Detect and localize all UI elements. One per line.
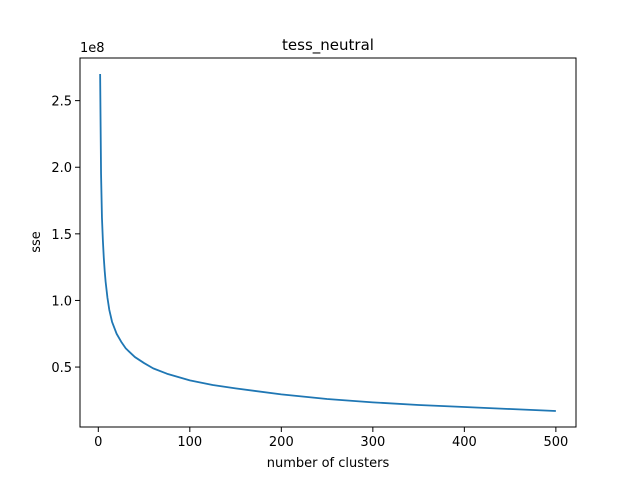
plot-frame xyxy=(79,57,577,428)
y-tick-label: 2.5 xyxy=(51,95,72,110)
y-tick-label: 1.5 xyxy=(51,228,72,243)
y-axis-label: sse xyxy=(29,231,44,253)
plot-area xyxy=(79,57,577,428)
x-axis-label: number of clusters xyxy=(267,456,390,471)
x-tick-label: 200 xyxy=(269,435,294,450)
y-axis: 0.5 1.0 1.5 2.0 2.5 xyxy=(51,95,80,376)
y-tick-label: 1.0 xyxy=(51,294,72,309)
series-line xyxy=(99,73,556,412)
x-tick-label: 300 xyxy=(360,435,385,450)
y-tick-label: 0.5 xyxy=(51,361,72,376)
series-layer xyxy=(99,73,556,412)
x-tick-label: 100 xyxy=(177,435,202,450)
x-tick-label: 400 xyxy=(452,435,477,450)
x-tick-label: 0 xyxy=(94,435,102,450)
y-offset-label: 1e8 xyxy=(80,41,105,56)
x-axis: 0 100 200 300 400 500 xyxy=(94,427,568,450)
x-tick-label: 500 xyxy=(543,435,568,450)
chart-title: tess_neutral xyxy=(282,36,374,55)
y-tick-label: 2.0 xyxy=(51,161,72,176)
